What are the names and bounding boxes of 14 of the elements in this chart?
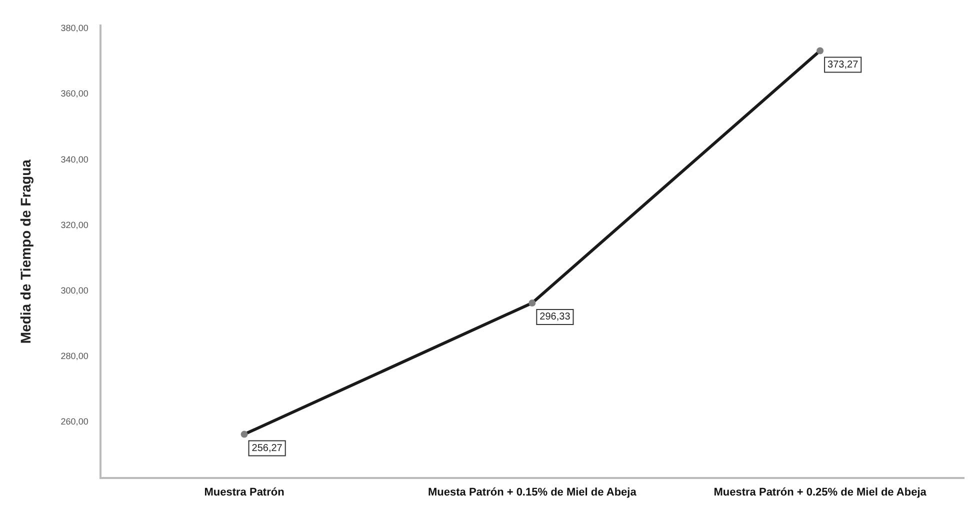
y-tick-label: 340,00: [60, 154, 88, 164]
y-tick-label: 300,00: [60, 285, 88, 296]
y-tick-label: 320,00: [60, 220, 88, 230]
y-tick-label: 360,00: [60, 88, 88, 99]
y-tick-label: 280,00: [60, 350, 88, 361]
data-label: 296,33: [540, 312, 571, 323]
y-axis-title: Media de Tiempo de Fragua: [17, 159, 34, 344]
x-tick-label: Muestra Patrón + 0.25% de Miel de Abeja: [714, 486, 928, 498]
y-tick-label: 380,00: [60, 23, 88, 34]
data-label: 373,27: [828, 59, 859, 70]
x-tick-label: Muesta Patrón + 0.15% de Miel de Abeja: [428, 486, 638, 498]
data-label: 256,27: [252, 443, 283, 454]
x-tick-label: Muestra Patrón: [204, 486, 285, 498]
y-tick-label: 260,00: [60, 416, 88, 427]
